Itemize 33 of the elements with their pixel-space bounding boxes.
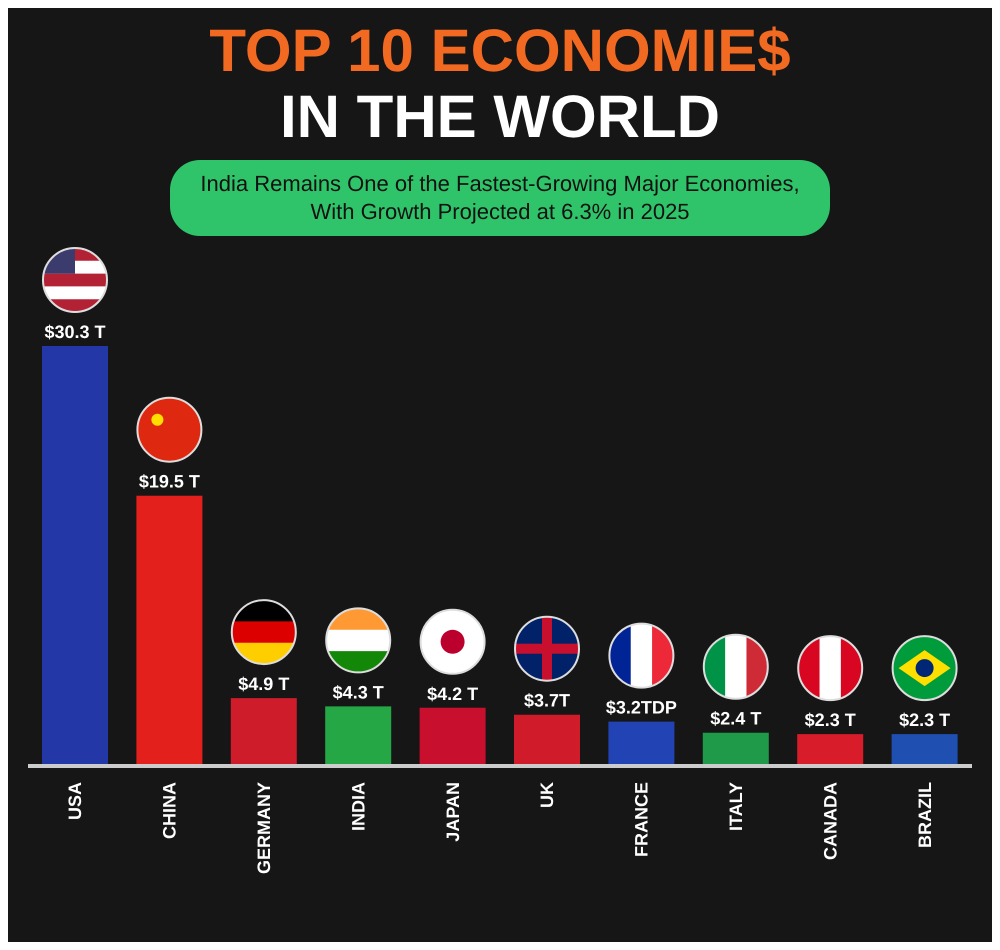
bar xyxy=(42,346,108,766)
data-label: $2.4 T xyxy=(710,708,762,729)
data-label: $30.3 T xyxy=(44,322,106,342)
bar xyxy=(702,732,769,766)
bar xyxy=(514,714,580,766)
x-tick-label: CANADA xyxy=(820,782,840,860)
data-label: $3.7T xyxy=(524,690,570,711)
bar xyxy=(230,698,297,766)
x-tick-label: BRAZIL xyxy=(914,782,935,848)
data-label: $4.9 T xyxy=(238,674,290,694)
x-tick-label: CHINA xyxy=(160,782,180,839)
bar xyxy=(797,734,864,766)
data-label: $3.2TDP xyxy=(606,698,677,718)
bar xyxy=(608,722,674,766)
x-tick-label: USA xyxy=(65,782,86,820)
bar xyxy=(325,706,392,766)
data-label: $4.2 T xyxy=(427,684,478,704)
data-label: $19.5 T xyxy=(138,472,200,492)
x-tick-label: FRANCE xyxy=(632,782,652,857)
bar xyxy=(136,496,202,766)
bar xyxy=(892,734,958,766)
data-label: $2.3 T xyxy=(804,710,856,730)
x-tick-label: INDIA xyxy=(348,782,368,831)
x-tick-label: JAPAN xyxy=(442,782,463,842)
x-tick-label: GERMANY xyxy=(254,782,274,874)
data-label: $4.3 T xyxy=(332,682,384,702)
chart-subtitle: IN THE WORLD xyxy=(279,83,721,150)
x-tick-label: ITALY xyxy=(726,782,746,832)
data-label: $2.3 T xyxy=(899,710,950,730)
bar xyxy=(420,708,486,766)
text: India Remains One of the Fastest-Growing Major Economies, With Growth Projected at 6.3% in 2025 xyxy=(170,160,830,236)
chart-title: TOP 10 ECONOMIE$ xyxy=(208,17,792,84)
x-tick-label: UK xyxy=(537,782,558,808)
